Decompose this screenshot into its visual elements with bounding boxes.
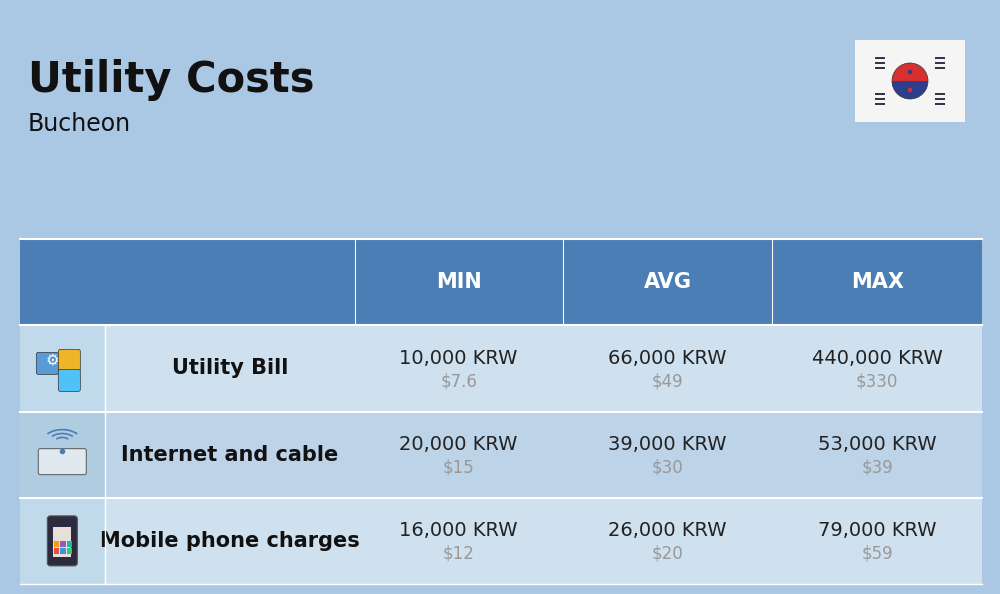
Bar: [20, 498, 105, 584]
Text: ⚙: ⚙: [46, 353, 59, 368]
Bar: [54, 548, 59, 554]
Bar: [563, 498, 772, 584]
Text: 26,000 KRW: 26,000 KRW: [608, 521, 727, 540]
Bar: [67, 548, 72, 554]
Bar: [105, 239, 355, 326]
Bar: [60, 541, 66, 547]
Text: $49: $49: [652, 372, 683, 390]
Bar: [355, 412, 563, 498]
Text: 20,000 KRW: 20,000 KRW: [399, 435, 518, 454]
Text: MAX: MAX: [851, 272, 904, 292]
FancyBboxPatch shape: [38, 448, 86, 475]
Bar: [53, 527, 71, 557]
Text: 440,000 KRW: 440,000 KRW: [812, 349, 943, 368]
Text: Bucheon: Bucheon: [28, 112, 131, 136]
Bar: [855, 40, 965, 122]
Text: 10,000 KRW: 10,000 KRW: [399, 349, 518, 368]
Circle shape: [908, 88, 912, 92]
Bar: [355, 239, 563, 326]
FancyBboxPatch shape: [58, 369, 80, 391]
Text: $20: $20: [652, 545, 683, 563]
FancyBboxPatch shape: [58, 349, 80, 371]
Bar: [772, 326, 982, 412]
Bar: [355, 498, 563, 584]
Bar: [20, 326, 105, 412]
Text: MIN: MIN: [436, 272, 482, 292]
Text: 66,000 KRW: 66,000 KRW: [608, 349, 727, 368]
Bar: [563, 412, 772, 498]
Bar: [772, 412, 982, 498]
FancyBboxPatch shape: [36, 352, 58, 374]
Bar: [60, 548, 66, 554]
Text: 16,000 KRW: 16,000 KRW: [399, 521, 518, 540]
Bar: [105, 326, 355, 412]
Text: $7.6: $7.6: [440, 372, 477, 390]
Text: Utility Bill: Utility Bill: [172, 358, 288, 378]
Bar: [772, 498, 982, 584]
Text: 53,000 KRW: 53,000 KRW: [818, 435, 936, 454]
Bar: [20, 239, 105, 326]
Text: 39,000 KRW: 39,000 KRW: [608, 435, 727, 454]
Text: $330: $330: [856, 372, 898, 390]
Bar: [563, 326, 772, 412]
Text: AVG: AVG: [643, 272, 691, 292]
Text: $15: $15: [443, 459, 475, 476]
Circle shape: [906, 68, 915, 77]
Text: $30: $30: [652, 459, 683, 476]
FancyBboxPatch shape: [47, 516, 77, 566]
Text: Mobile phone charges: Mobile phone charges: [100, 531, 360, 551]
Bar: [355, 326, 563, 412]
Bar: [54, 541, 59, 547]
Bar: [105, 498, 355, 584]
Wedge shape: [892, 81, 928, 99]
Bar: [772, 239, 982, 326]
Bar: [563, 239, 772, 326]
Text: Utility Costs: Utility Costs: [28, 59, 314, 101]
Bar: [20, 412, 105, 498]
Text: $59: $59: [861, 545, 893, 563]
Text: Internet and cable: Internet and cable: [121, 445, 338, 465]
Text: 79,000 KRW: 79,000 KRW: [818, 521, 936, 540]
Text: $39: $39: [861, 459, 893, 476]
Circle shape: [908, 69, 912, 74]
Bar: [105, 412, 355, 498]
Text: $12: $12: [443, 545, 475, 563]
Wedge shape: [892, 63, 928, 81]
Bar: [67, 541, 72, 547]
Circle shape: [906, 86, 915, 94]
